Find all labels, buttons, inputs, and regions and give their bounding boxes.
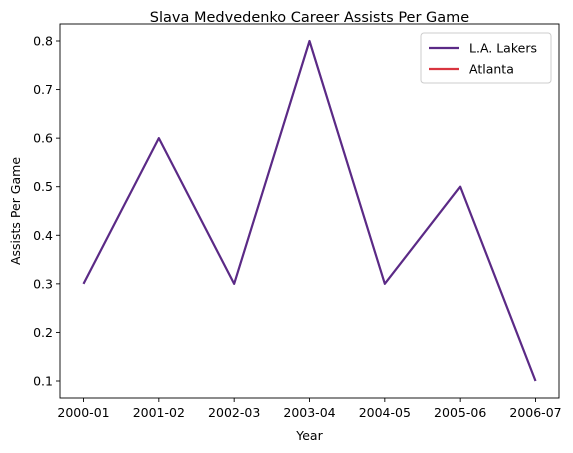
x-tick-label: 2005-06 <box>434 405 486 420</box>
legend-label-la-lakers: L.A. Lakers <box>469 41 537 56</box>
y-tick-label: 0.8 <box>33 34 53 49</box>
x-axis-label: Year <box>295 428 323 443</box>
legend: L.A. Lakers Atlanta <box>420 32 552 84</box>
x-tick-label: 2000-01 <box>57 405 109 420</box>
y-tick-label: 0.7 <box>33 82 53 97</box>
y-tick-label: 0.2 <box>33 325 53 340</box>
legend-label-atlanta: Atlanta <box>469 62 514 77</box>
x-tick-label: 2004-05 <box>359 405 411 420</box>
series-layer <box>82 39 537 382</box>
y-tick-label: 0.1 <box>33 374 53 389</box>
y-tick-label: 0.5 <box>33 179 53 194</box>
y-axis-label: Assists Per Game <box>8 157 23 265</box>
y-axis: 0.1 0.2 0.3 0.4 0.5 0.6 0.7 0.8 <box>33 34 60 389</box>
chart-title: Slava Medvedenko Career Assists Per Game <box>150 10 469 26</box>
x-tick-label: 2002-03 <box>208 405 260 420</box>
y-tick-label: 0.4 <box>33 228 53 243</box>
y-tick-label: 0.3 <box>33 276 53 291</box>
x-axis: 2000-01 2001-02 2002-03 2003-04 2004-05 2005-… <box>57 398 562 420</box>
x-tick-label: 2001-02 <box>133 405 185 420</box>
series-line-l-a-lakers <box>82 39 537 382</box>
legend-frame <box>420 32 552 84</box>
x-tick-label: 2006-07 <box>509 405 561 420</box>
y-tick-label: 0.6 <box>33 131 53 146</box>
x-tick-label: 2003-04 <box>283 405 335 420</box>
